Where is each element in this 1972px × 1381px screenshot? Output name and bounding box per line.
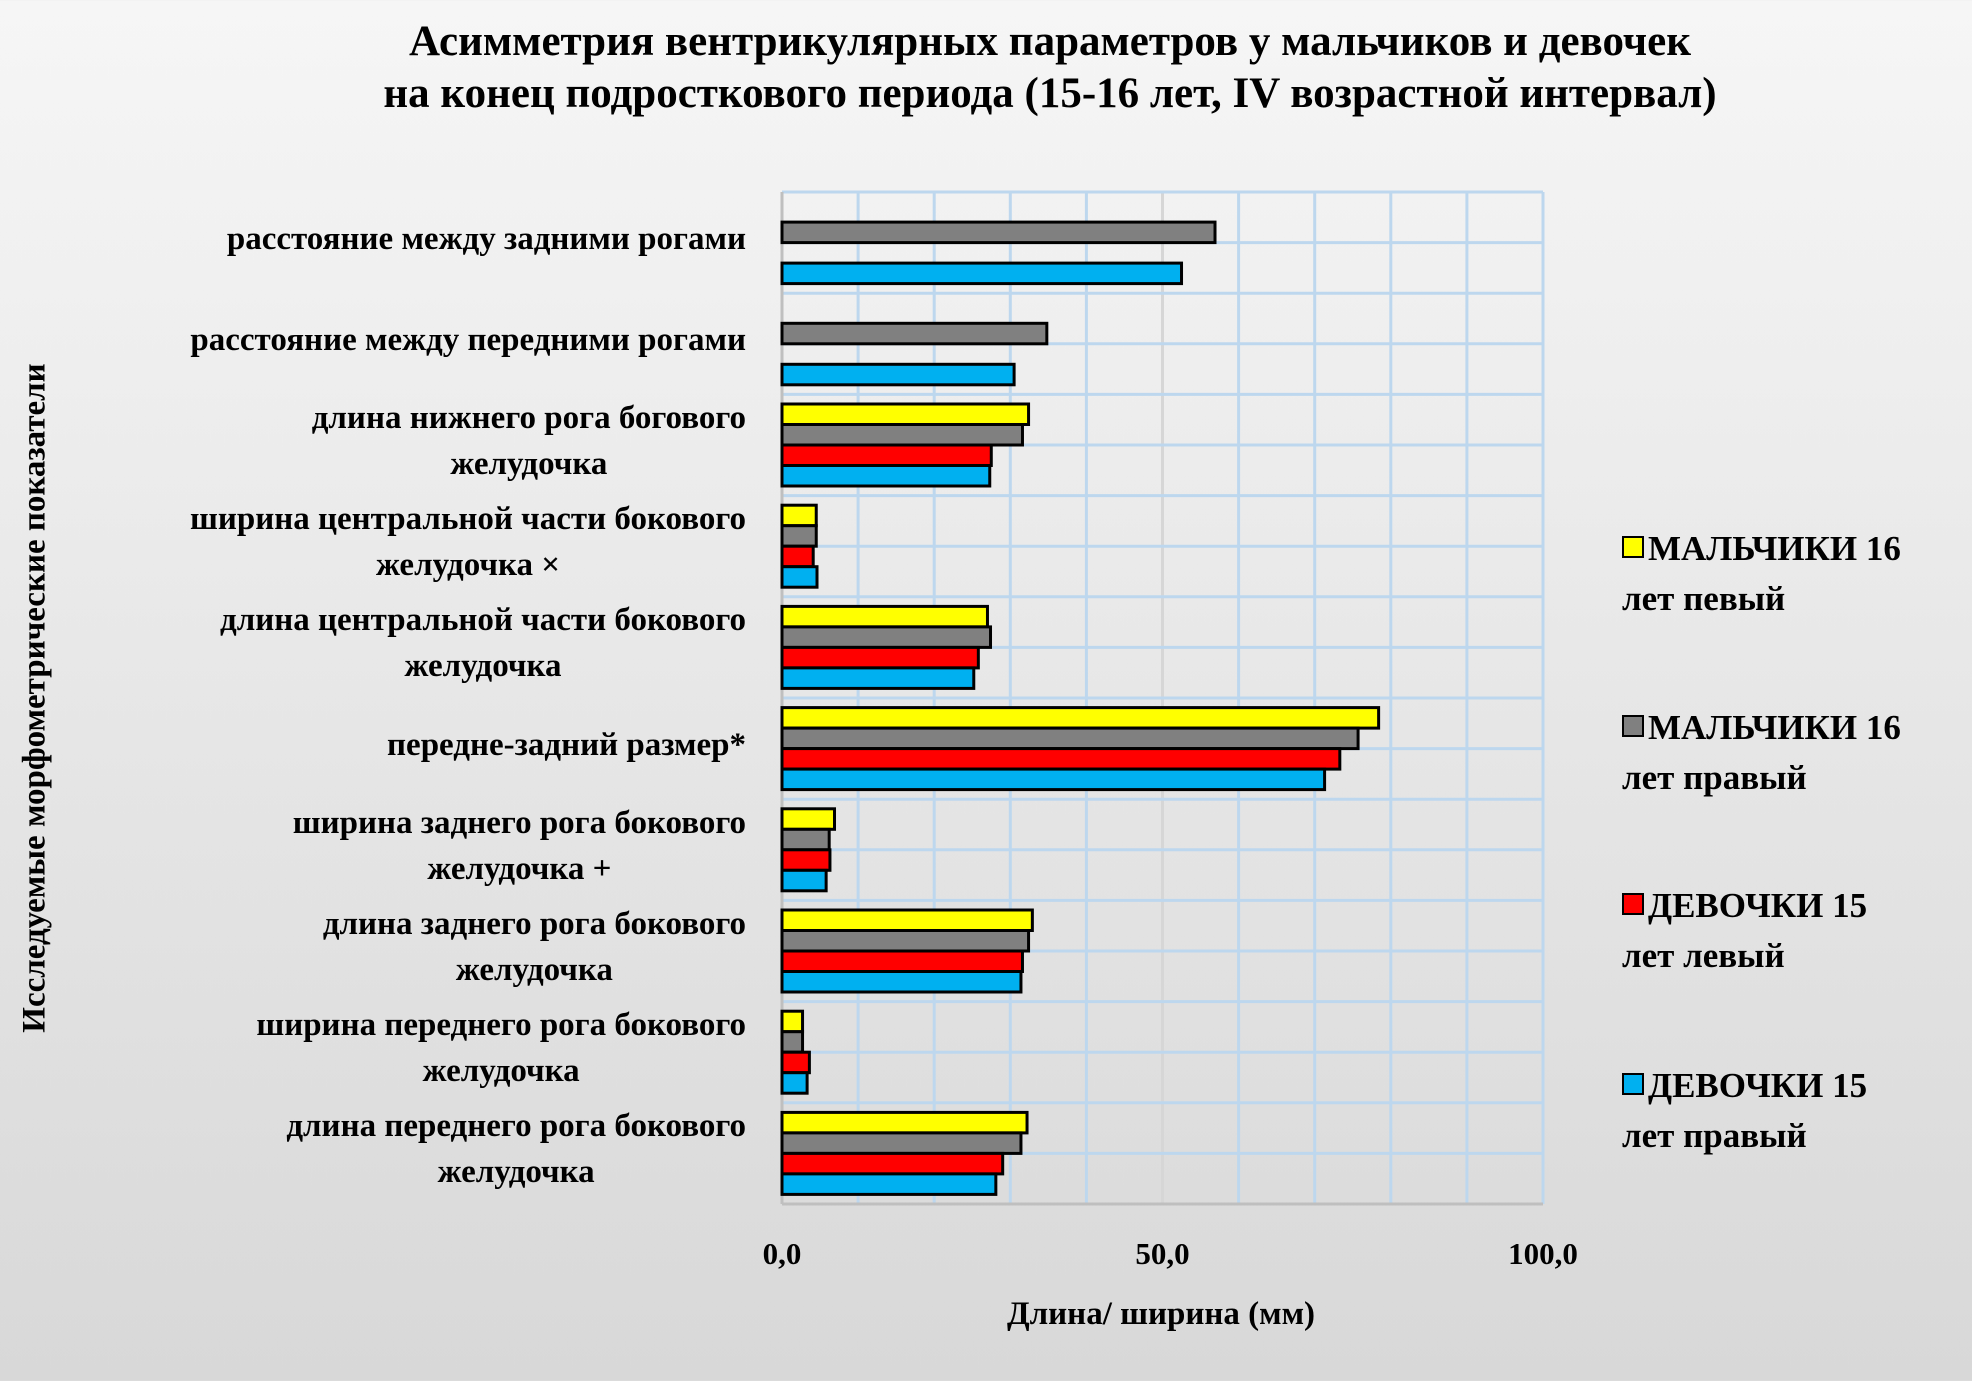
category-label-line: длина заднего рога бокового — [322, 906, 746, 942]
bar-series-4 — [780, 1172, 998, 1196]
bar-series-3 — [780, 443, 993, 467]
bar-series-3 — [780, 747, 1342, 771]
category-label-line: желудочка — [437, 1154, 595, 1191]
legend-swatch — [1622, 536, 1644, 558]
legend-label-line: лет левый — [1622, 936, 1785, 975]
legend-label-line: лет правый — [1622, 758, 1807, 797]
bar-series-2 — [780, 929, 1031, 953]
legend-entry: ДЕВОЧКИ 15 лет левый — [1622, 881, 1867, 981]
legend-entry: МАЛЬЧИКИ 16 лет певый — [1622, 524, 1901, 624]
bar-series-1 — [780, 1110, 1029, 1135]
y-axis-title: Исследуемые морфометрические показатели — [16, 363, 53, 1033]
category-label-line: ширина центральной части бокового — [190, 501, 746, 538]
bar-series-3 — [780, 949, 1024, 973]
category-label-line: ширина заднего рога бокового — [292, 804, 746, 841]
category-label-line: длина центральной части бокового — [220, 602, 746, 639]
bar-series-3 — [780, 645, 980, 670]
bar-series-3 — [780, 1050, 811, 1075]
chart-title-line-2: на конец подросткового периода (15-16 ле… — [383, 70, 1717, 117]
bar-series-4 — [780, 565, 819, 589]
bar-series-4 — [780, 666, 976, 690]
chart-title-line-1: Асимметрия вентрикулярных параметров у м… — [409, 18, 1691, 65]
category-label-line: желудочка + — [427, 850, 612, 887]
category-label-line: желудочка — [404, 648, 562, 685]
legend-entry: ДЕВОЧКИ 15 лет правый — [1622, 1061, 1867, 1161]
category-label-line: расстояние между задними рогами — [226, 220, 746, 257]
legend-label-line: ДЕВОЧКИ 15 — [1648, 1066, 1868, 1105]
bar-series-1 — [780, 807, 837, 831]
category-label: длина центральной части бокового желудочк… — [220, 597, 746, 689]
bar-series-1 — [780, 604, 989, 629]
category-label: длина переднего рога бокового желудочка — [286, 1103, 746, 1195]
category-label-line: длина нижнего рога богового — [311, 400, 746, 436]
bar-series-4 — [780, 970, 1023, 994]
category-label: длина нижнего рога богового желудочка — [312, 395, 746, 487]
legend-label-line: МАЛЬЧИКИ 16 — [1648, 708, 1901, 747]
bar-series-3 — [780, 544, 815, 569]
bar-series-4 — [780, 464, 992, 488]
legend-swatch — [1622, 715, 1644, 737]
bar-series-1 — [780, 1009, 805, 1034]
legend-label-line: МАЛЬЧИКИ 16 — [1648, 529, 1901, 568]
bar-series-4 — [780, 261, 1184, 286]
x-tick-label: 50,0 — [1135, 1236, 1190, 1271]
category-label-line: ширина переднего рога бокового — [256, 1007, 746, 1044]
bar-series-2 — [780, 423, 1024, 447]
bar-series-4 — [780, 1071, 809, 1095]
bar-series-3 — [780, 848, 832, 872]
bar-series-4 — [780, 767, 1327, 792]
legend-label-line: лет певый — [1622, 579, 1786, 618]
bar-series-2 — [780, 827, 831, 852]
category-label: расстояние между задними рогами — [227, 216, 746, 262]
bar-series-1 — [780, 503, 818, 528]
bar-series-2 — [780, 625, 993, 649]
category-label-line: передне-задний размер* — [387, 726, 746, 763]
category-label: ширина переднего рога бокового желудочка — [256, 1002, 746, 1094]
category-label-line: длина переднего рога бокового — [286, 1108, 746, 1145]
bar-series-2 — [780, 726, 1360, 751]
bar-series-1 — [780, 402, 1031, 426]
bar-series-3 — [780, 1151, 1005, 1176]
x-axis-title: Длина/ ширина (мм) — [1006, 1296, 1316, 1332]
legend-swatch — [1622, 893, 1644, 915]
category-label-line: желудочка — [422, 1053, 580, 1090]
bar-series-2 — [780, 1131, 1023, 1155]
category-label: расстояние между передними рогами — [190, 317, 746, 363]
category-label-line: расстояние между передними рогами — [190, 321, 746, 358]
bar-series-1 — [780, 908, 1034, 932]
legend-swatch — [1622, 1073, 1644, 1095]
legend-label-line: лет правый — [1622, 1116, 1807, 1155]
category-label: передне-задний размер* — [387, 722, 746, 768]
category-label: ширина центральной части бокового желудоч… — [190, 496, 746, 588]
legend-label-line: ДЕВОЧКИ 15 — [1648, 886, 1868, 925]
category-label: ширина заднего рога бокового желудочка + — [293, 800, 746, 892]
category-label-line: желудочка — [455, 952, 613, 988]
chart-title: Асимметрия вентрикулярных параметров у м… — [0, 16, 1972, 120]
bar-series-1 — [780, 706, 1381, 730]
bar-series-2 — [780, 220, 1217, 245]
bar-series-4 — [780, 362, 1016, 387]
category-label: длина заднего рога бокового желудочка — [323, 901, 746, 993]
category-label-line: желудочка × — [375, 547, 561, 584]
bar-series-2 — [780, 321, 1049, 346]
bar-series-4 — [780, 868, 828, 893]
category-label-line: желудочка — [450, 446, 608, 482]
bar-series-2 — [780, 524, 818, 548]
bar-series-2 — [780, 1030, 805, 1054]
x-tick-label: 100,0 — [1508, 1236, 1578, 1271]
x-tick-label: 0,0 — [762, 1236, 802, 1271]
legend-entry: МАЛЬЧИКИ 16 лет правый — [1622, 703, 1901, 803]
